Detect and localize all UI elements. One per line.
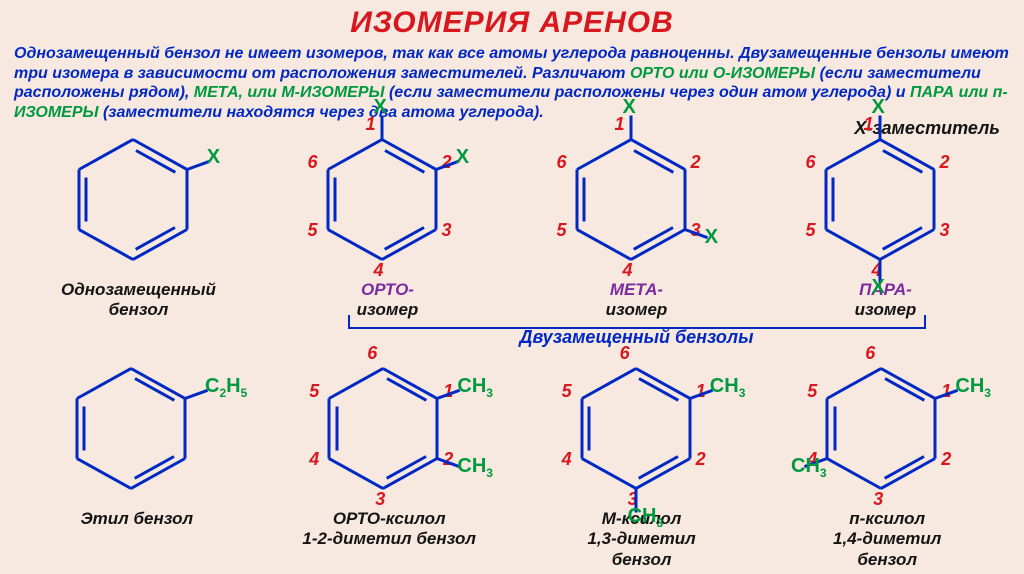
substituent-label: CH3 <box>710 375 746 400</box>
atom-number: 4 <box>562 449 572 470</box>
atom-number: 6 <box>806 152 816 173</box>
atom-number: 2 <box>940 152 950 173</box>
substituent-label: CH3 <box>628 505 664 530</box>
benzene-ring: X <box>79 138 187 258</box>
atom-number: 2 <box>691 152 701 173</box>
substituent-label: X <box>374 96 387 119</box>
atom-number: 5 <box>806 220 816 241</box>
benzene-ring: C2H5 <box>77 367 185 487</box>
substituent-label: CH3 <box>457 375 493 400</box>
structure-p-xylene: 612345CH3CH3 п-ксилол1,4-диметилбензол <box>807 357 967 570</box>
substituent-label: X <box>872 96 885 119</box>
bracket-label: Двузамещенный бензолы <box>487 327 787 348</box>
structure-caption: ОРТО-ксилол1-2-диметил бензол <box>302 509 476 550</box>
atom-number: 4 <box>309 449 319 470</box>
atom-number: 5 <box>308 220 318 241</box>
structure-m-xylene: 612345CH3CH3М-ксилол1,3-диметилбензол <box>562 357 722 570</box>
atom-number: 5 <box>557 220 567 241</box>
row-1: XОднозамещенныйбензол123456XXОРТО-изомер… <box>14 128 1010 321</box>
atom-number: 6 <box>367 343 377 364</box>
benzene-ring: 123456XX <box>826 138 934 258</box>
structure-caption: п-ксилол1,4-диметилбензол <box>833 509 941 570</box>
benzene-ring: 612345CH3CH3 <box>827 367 935 487</box>
atom-number: 5 <box>807 381 817 402</box>
structure-meta-x: 123456XXМЕТА-изомер <box>557 128 717 321</box>
atom-number: 6 <box>620 343 630 364</box>
benzene-ring: 612345CH3CH3 <box>329 367 437 487</box>
benzene-ring: 612345CH3CH3 <box>582 367 690 487</box>
structure-ethyl: C2H5 Этил бензол <box>57 357 217 529</box>
atom-number: 2 <box>696 449 706 470</box>
page: ИЗОМЕРИЯ АРЕНОВ Однозамещенный бензол не… <box>0 0 1024 574</box>
atom-number: 5 <box>309 381 319 402</box>
atom-number: 3 <box>873 489 883 510</box>
intro-paragraph: Однозамещенный бензол не имеет изомеров,… <box>14 44 1010 122</box>
atom-number: 2 <box>941 449 951 470</box>
atom-number: 4 <box>623 260 633 281</box>
substituent-label: CH3 <box>457 455 493 480</box>
atom-number: 3 <box>940 220 950 241</box>
atom-number: 3 <box>442 220 452 241</box>
structure-mono: X Однозамещенныйбензол <box>59 128 219 321</box>
substituent-label: X <box>456 146 469 169</box>
atom-number: 6 <box>557 152 567 173</box>
atom-number: 5 <box>562 381 572 402</box>
structure-caption: Однозамещенныйбензол <box>61 280 216 321</box>
substituent-label: X <box>207 146 220 169</box>
atom-number: 6 <box>865 343 875 364</box>
substituent-label: X <box>623 96 636 119</box>
substituent-label: C2H5 <box>205 375 247 400</box>
atom-number: 4 <box>374 260 384 281</box>
substituent-label: X <box>872 276 885 299</box>
substituent-label: X <box>705 226 718 249</box>
benzene-ring: 123456XX <box>328 138 436 258</box>
structures: XОднозамещенныйбензол123456XXОРТО-изомер… <box>14 128 1010 570</box>
structure-o-xylene: 612345CH3CH3 ОРТО-ксилол1-2-диметил бензо… <box>302 357 476 550</box>
structure-para-x: 123456XXПАРА-изомер <box>806 128 966 321</box>
substituent-label: CH3 <box>955 375 991 400</box>
benzene-ring: 123456XX <box>577 138 685 258</box>
atom-number: 3 <box>375 489 385 510</box>
structure-caption: Этил бензол <box>80 509 193 529</box>
page-title: ИЗОМЕРИЯ АРЕНОВ <box>14 6 1010 40</box>
substituent-label: CH3 <box>791 455 827 480</box>
row-2: C2H5 Этил бензол 612345CH3CH3 ОРТО-ксилол1-… <box>14 357 1010 570</box>
atom-number: 6 <box>308 152 318 173</box>
structure-ortho-x: 123456XXОРТО-изомер <box>308 128 468 321</box>
